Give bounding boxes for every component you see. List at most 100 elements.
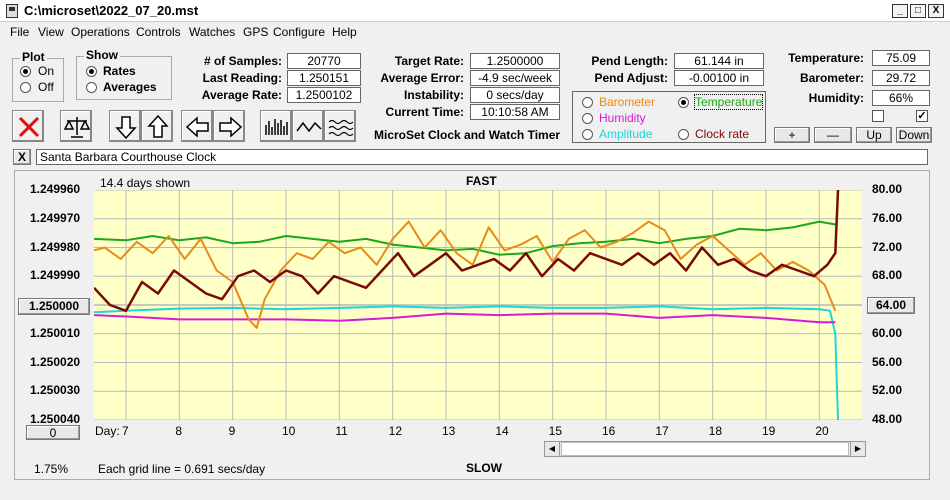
instability-field: 0 secs/day — [470, 87, 560, 103]
right-tick-label: 68.00 — [872, 268, 903, 283]
stop-button[interactable] — [12, 110, 44, 142]
right-arrow-button[interactable] — [213, 110, 245, 142]
wavy-lines-icon — [328, 119, 354, 137]
pend-adjust-label: Pend Adjust: — [594, 71, 668, 85]
scale-down-button[interactable]: Down — [896, 127, 932, 143]
left-tick-label: 1.249970 — [30, 210, 81, 225]
plot-off-label: Off — [38, 80, 54, 94]
scale-plus-button[interactable]: + — [774, 127, 810, 143]
plot-off-radio[interactable] — [20, 82, 31, 93]
samples-field: 20770 — [287, 53, 361, 69]
window-title: C:\microset\2022_07_20.mst — [24, 3, 199, 18]
scroll-thumb[interactable] — [561, 442, 849, 456]
smooth-view-button[interactable] — [324, 110, 356, 142]
menu-help[interactable]: Help — [332, 25, 357, 39]
checkbox-left[interactable] — [872, 110, 884, 122]
barometer-option-label: Barometer — [599, 95, 656, 109]
chart-scrollbar[interactable]: ◀ ▶ — [544, 441, 866, 457]
pend-length-label: Pend Length: — [591, 54, 668, 68]
up-arrow-button[interactable] — [141, 110, 173, 142]
description-field[interactable]: Santa Barbara Courthouse Clock — [36, 149, 928, 165]
pend-length-field: 61.144 in — [674, 53, 764, 69]
menu-view[interactable]: View — [38, 25, 64, 39]
average-error-label: Average Error: — [380, 71, 464, 85]
x-tick-label: 16 — [602, 424, 616, 438]
amplitude-radio[interactable] — [582, 129, 593, 140]
line-view-button[interactable] — [292, 110, 324, 142]
temperature-field: 75.09 — [872, 50, 930, 66]
grid-info-label: Each grid line = 0.691 secs/day — [98, 462, 266, 476]
calibrate-button[interactable] — [60, 110, 92, 142]
scroll-left-arrow[interactable]: ◀ — [545, 442, 560, 456]
menu-configure[interactable]: Configure — [273, 25, 326, 39]
humidity-radio[interactable] — [582, 113, 593, 124]
left-tick-label: 1.250030 — [30, 383, 81, 398]
fast-label: FAST — [466, 174, 497, 188]
center-rate-button[interactable]: 1.250000 — [18, 298, 90, 315]
series-options — [572, 91, 766, 143]
x-tick-label: 14 — [495, 424, 509, 438]
scroll-right-arrow[interactable]: ▶ — [850, 442, 865, 456]
menu-operations[interactable]: Operations — [71, 25, 130, 39]
average-rate-field: 1.2500102 — [287, 87, 361, 103]
x-tick-label: 7 — [122, 424, 129, 438]
current-time-field: 10:10:58 AM — [470, 104, 560, 120]
show-rates-radio[interactable] — [86, 66, 97, 77]
right-arrow-icon — [219, 116, 243, 138]
wave-line-icon — [296, 121, 322, 133]
app-name: MicroSet Clock and Watch Timer — [374, 128, 561, 142]
series-clock-rate — [93, 189, 840, 313]
menu-gps[interactable]: GPS — [243, 25, 269, 39]
menu-controls[interactable]: Controls — [136, 25, 181, 39]
days-shown-label: 14.4 days shown — [100, 176, 191, 190]
checkbox-right[interactable]: ✓ — [916, 110, 928, 122]
left-tick-label: 1.250040 — [30, 412, 81, 426]
minimize-button[interactable]: _ — [892, 4, 908, 18]
zero-button[interactable]: 0 — [26, 425, 80, 440]
maximize-button[interactable]: □ — [910, 4, 926, 18]
scale-minus-button[interactable]: — — [814, 127, 852, 143]
down-arrow-button[interactable] — [109, 110, 141, 142]
down-arrow-icon — [115, 116, 137, 140]
last-reading-label: Last Reading: — [202, 71, 282, 85]
average-error-field: -4.9 sec/week — [470, 70, 560, 86]
chart-plot-area — [93, 189, 862, 421]
clock-rate-radio[interactable] — [678, 129, 689, 140]
right-tick-label: 56.00 — [872, 354, 903, 369]
balance-scale-icon — [63, 117, 91, 138]
red-x-icon — [18, 116, 40, 138]
scale-up-button[interactable]: Up — [856, 127, 892, 143]
humidity-label: Humidity: — [808, 91, 864, 105]
x-tick-label: 18 — [708, 424, 723, 438]
series-temperature — [93, 220, 836, 256]
close-button[interactable]: X — [928, 4, 944, 18]
bars-view-button[interactable] — [260, 110, 292, 142]
title-bar: C:\microset\2022_07_20.mst _ □ X — [0, 0, 950, 22]
percent-label: 1.75% — [34, 462, 69, 476]
series-humidity — [93, 312, 836, 324]
instability-label: Instability: — [403, 88, 464, 102]
left-arrow-button[interactable] — [181, 110, 213, 142]
right-tick-label: 72.00 — [872, 239, 903, 254]
x-tick-label: 15 — [548, 424, 563, 438]
right-scale-button[interactable]: 64.00 — [867, 297, 915, 314]
temperature-radio[interactable] — [678, 97, 689, 108]
barometer-radio[interactable] — [582, 97, 593, 108]
menu-watches[interactable]: Watches — [189, 25, 236, 39]
amplitude-option-label: Amplitude — [599, 127, 653, 141]
barometer-label: Barometer: — [799, 71, 864, 85]
clear-description-button[interactable]: X — [13, 149, 31, 165]
current-time-label: Current Time: — [385, 105, 464, 119]
plot-on-radio[interactable] — [20, 66, 31, 77]
temperature-label: Temperature: — [788, 51, 864, 65]
series-amplitude — [93, 305, 839, 421]
samples-label: # of Samples: — [203, 54, 282, 68]
left-arrow-icon — [185, 116, 209, 138]
right-tick-label: 76.00 — [872, 210, 903, 225]
menu-file[interactable]: File — [10, 25, 30, 39]
slow-label: SLOW — [466, 461, 502, 475]
plot-on-label: On — [38, 64, 55, 78]
show-averages-radio[interactable] — [86, 82, 97, 93]
day-label: Day: — [95, 424, 120, 438]
bar-graph-icon — [265, 119, 288, 135]
